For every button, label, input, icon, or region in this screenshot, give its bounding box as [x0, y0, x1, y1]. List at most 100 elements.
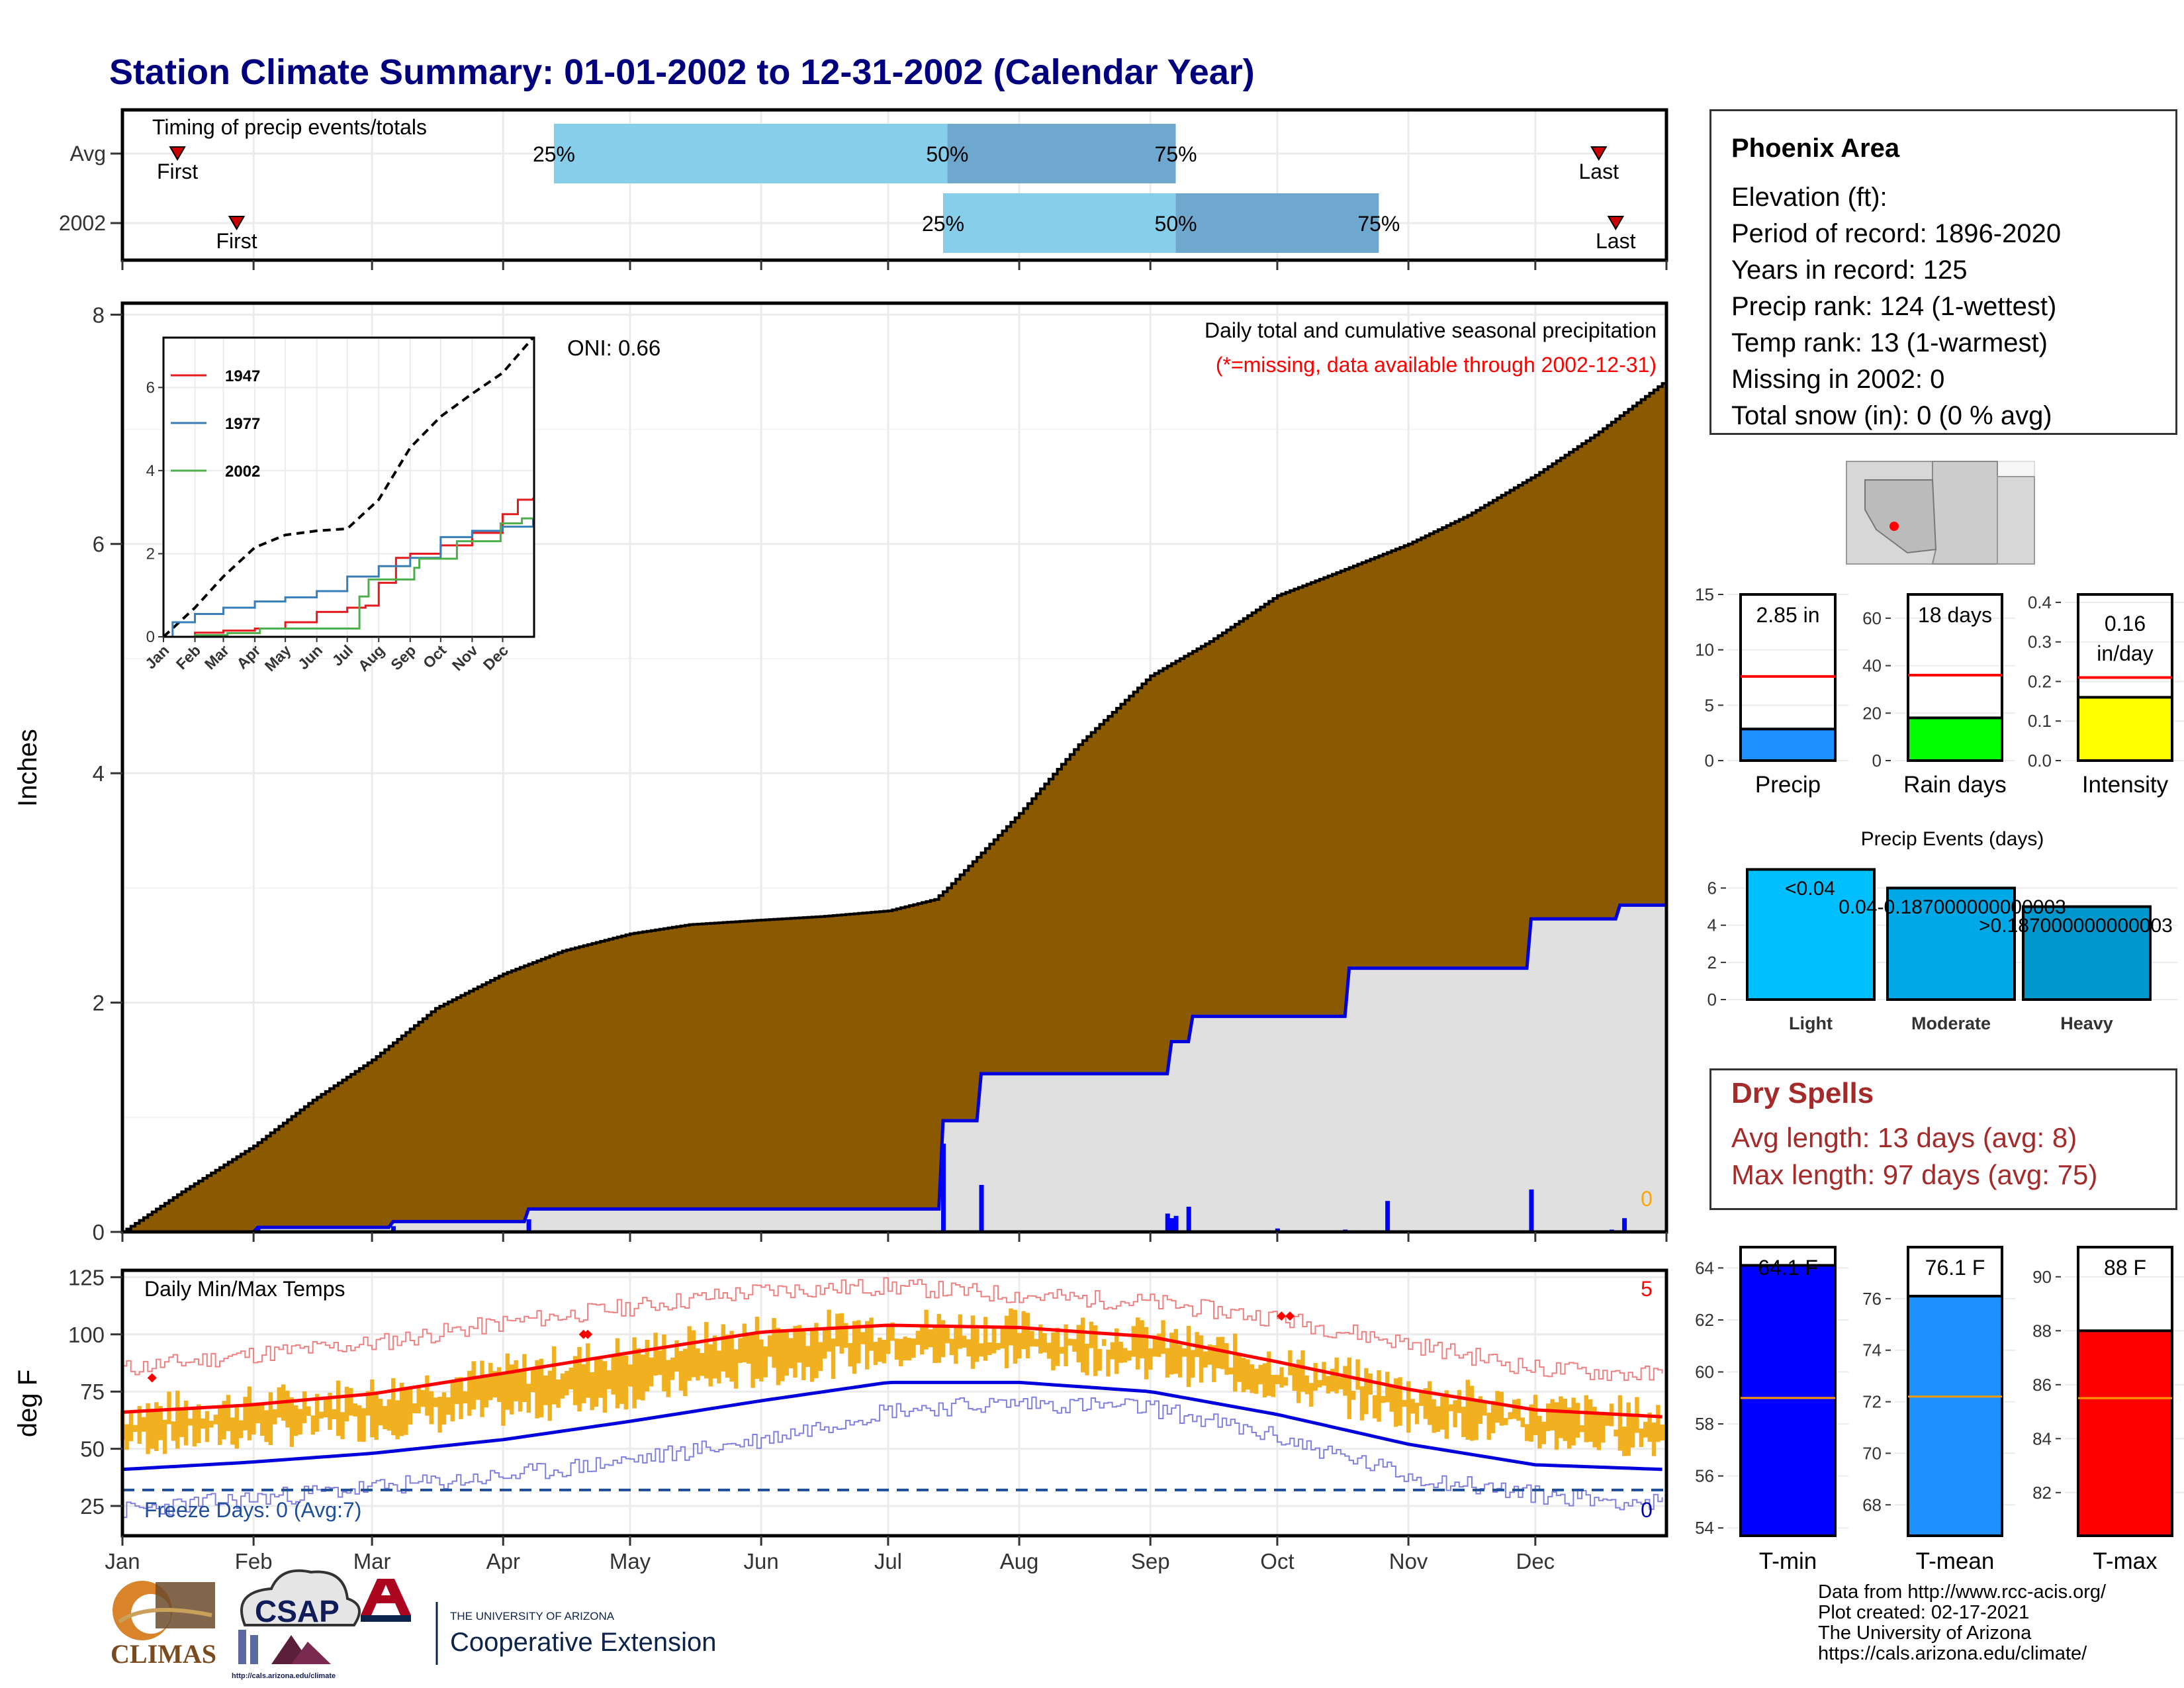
missing-count: 0	[1641, 1187, 1653, 1211]
daily-precip-bar	[1173, 1215, 1179, 1232]
summary-bar-2	[2077, 696, 2173, 763]
page-title: Station Climate Summary: 01-01-2002 to 1…	[109, 52, 1255, 92]
freeze-count: 0	[1641, 1498, 1653, 1522]
csap-url: http://cals.arizona.edu/climate	[232, 1672, 336, 1680]
record-marker	[147, 1373, 157, 1383]
tbar-t-max	[2077, 1329, 2173, 1537]
summary-category-label: Rain days	[1903, 772, 2007, 798]
station-details: Elevation (ft): Period of record: 1896-2…	[1731, 179, 2175, 434]
events-heavy-label: >0.187000000000003	[1979, 915, 2173, 937]
university-logo: THE UNIVERSITY OF ARIZONA Cooperative Ex…	[361, 1579, 716, 1665]
inset-background	[163, 338, 534, 637]
record-low-line	[122, 1396, 1663, 1519]
daily-precip-bar	[391, 1226, 396, 1232]
inset-y-tick-label: 2	[146, 545, 155, 563]
month-label: Mar	[353, 1549, 391, 1573]
timing-last-marker	[1607, 216, 1625, 230]
tbar-y-tick-label: 82	[2032, 1483, 2052, 1503]
events-y-tick-label: 2	[1707, 953, 1717, 972]
precip-y-tick-label: 0	[93, 1220, 105, 1244]
station-period: Period of record: 1896-2020	[1731, 219, 2062, 248]
oni-label: ONI: 0.66	[567, 336, 660, 360]
daily-precip-bar	[941, 1143, 946, 1232]
inset-y-tick-label: 4	[146, 462, 155, 480]
tbar-category-label: T-mean	[1916, 1548, 1995, 1574]
tbar-frame	[2077, 1246, 2173, 1537]
events-bar-light	[1746, 868, 1876, 1002]
tbar-t-min	[1739, 1264, 1837, 1537]
daily-precip-bar	[255, 1227, 261, 1232]
month-label: Jun	[744, 1549, 779, 1573]
tbar-frame	[1907, 1246, 2003, 1537]
inset-legend-label: 2002	[225, 463, 260, 481]
month-label: Apr	[486, 1549, 520, 1573]
timing-q50-q75-bar	[947, 124, 1176, 183]
tbar-frame	[1739, 1246, 1837, 1537]
temp-y-tick-label: 75	[80, 1380, 105, 1404]
timing-q25-label: 25%	[533, 142, 575, 166]
precip-events-panel: Precip Events (days) 0 2 4 6 Light Moderate Hea…	[1707, 828, 2177, 1033]
station-temp-rank: Temp rank: 13 (1-warmest)	[1731, 328, 2048, 357]
summary-value-label: 2.85 in	[1756, 603, 1819, 627]
precip-y-axis-label: Inches	[13, 729, 42, 807]
tbar-y-tick-label: 58	[1695, 1414, 1714, 1434]
inset-1947-line	[163, 497, 534, 638]
tbar-y-tick-label: 68	[1862, 1495, 1882, 1515]
timing-first-label: First	[157, 160, 198, 183]
tbar-y-tick-label: 54	[1695, 1518, 1714, 1538]
timing-frame	[120, 108, 1668, 262]
inset-y-tick-label: 6	[146, 379, 155, 397]
month-label: Oct	[1260, 1549, 1294, 1573]
record-marker	[1277, 1311, 1287, 1321]
temp-frame	[120, 1268, 1668, 1538]
timing-first-marker	[228, 216, 246, 230]
inset-legend-label: 1977	[225, 415, 260, 433]
tbar-y-tick-label: 84	[2032, 1429, 2052, 1448]
obs-cumulative-line	[122, 903, 1666, 1234]
record-marker	[583, 1329, 593, 1339]
month-label: Nov	[1389, 1549, 1428, 1573]
station-name: Phoenix Area	[1731, 134, 1900, 163]
daily-temp-bars	[120, 1308, 1665, 1456]
tbar-value-label: 64.1 F	[1758, 1256, 1818, 1280]
summary-value-label: 18 days	[1918, 603, 1992, 627]
tbar-value-label: 88 F	[2104, 1256, 2146, 1280]
tbar-y-tick-label: 90	[2032, 1267, 2052, 1287]
csap-logo: CSAP http://cals.arizona.edu/climate	[232, 1569, 361, 1680]
summary-bars-panel: 0 5 10 15 2.85 in Precip 0 20 40 60 18 days Rain da…	[1695, 585, 2184, 798]
timing-first-marker	[169, 146, 186, 161]
station-missing: Missing in 2002: 0	[1731, 365, 1945, 394]
daily-precip-bar	[526, 1219, 531, 1232]
credit-data-source: Data from http://www.rcc-acis.org/	[1818, 1581, 2107, 1603]
credit-plot-created: Plot created: 02-17-2021	[1818, 1602, 2030, 1623]
credit-university: The University of Arizona	[1818, 1622, 2032, 1644]
csap-logo-text: CSAP	[255, 1594, 340, 1628]
summary-y-tick-label: 40	[1862, 656, 1882, 676]
summary-bar-1	[1907, 716, 2003, 763]
summary-category-label: Intensity	[2082, 772, 2169, 798]
events-light-label: <0.04	[1785, 878, 1835, 900]
temp-y-axis-label: deg F	[13, 1370, 42, 1437]
summary-y-tick-label: 60	[1862, 608, 1882, 628]
daily-precip-bar	[1529, 1189, 1534, 1232]
freeze-days-label: Freeze Days: 0 (Avg:7)	[144, 1498, 361, 1522]
precip-note: Daily total and cumulative seasonal prec…	[1205, 318, 1657, 342]
summary-value-label: 0.16	[2105, 612, 2146, 635]
climas-logo-text: CLIMAS	[111, 1639, 216, 1669]
month-label: Feb	[235, 1549, 273, 1573]
month-label: May	[610, 1549, 651, 1573]
missing-note: (*=missing, data available through 2002-…	[1216, 353, 1657, 377]
daily-precip-bar	[1385, 1201, 1390, 1232]
timing-q25-q50-bar	[943, 193, 1176, 253]
events-y-tick-label: 6	[1707, 878, 1717, 898]
inset-legend-label: 1947	[225, 367, 260, 385]
precip-y-tick-label: 2	[93, 991, 105, 1015]
events-y-tick-label: 0	[1707, 990, 1717, 1009]
month-label: Sep	[1131, 1549, 1170, 1573]
summary-y-tick-label: 0	[1872, 751, 1882, 771]
record-count: 5	[1641, 1277, 1653, 1301]
timing-last-marker	[1590, 146, 1608, 161]
dry-spells-avg: Avg length: 13 days (avg: 8)	[1731, 1122, 2077, 1153]
summary-y-tick-label: 5	[1705, 695, 1714, 715]
